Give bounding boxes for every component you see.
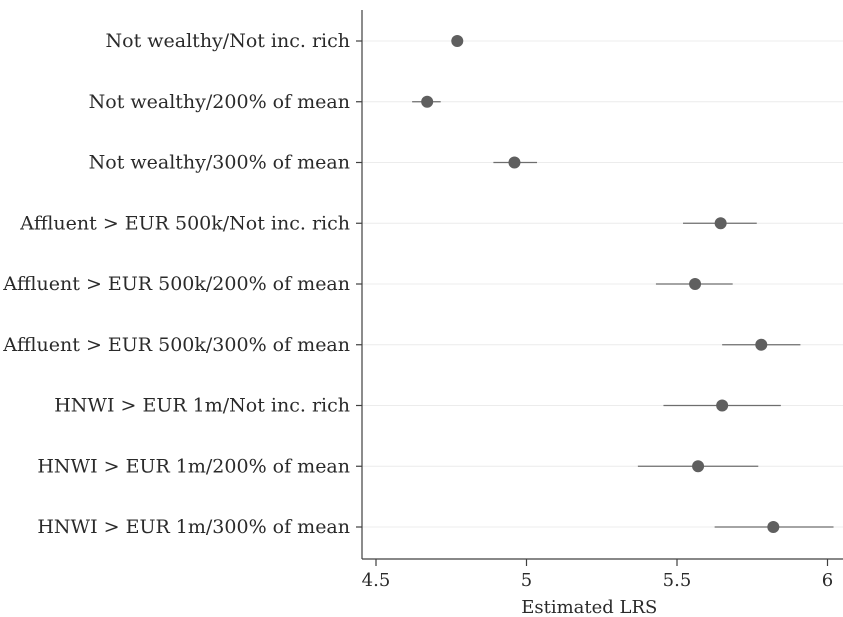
estimate-point	[715, 217, 727, 229]
category-label: HNWI > EUR 1m/300% of mean	[37, 516, 350, 538]
x-tick-label: 6	[822, 570, 833, 591]
x-tick-label: 5.5	[663, 570, 692, 591]
category-labels: Not wealthy/Not inc. rich Not wealthy/200…	[2, 30, 362, 538]
estimate-point	[716, 400, 728, 412]
x-axis-title: Estimated LRS	[521, 597, 657, 617]
estimate-point	[767, 521, 779, 533]
x-tick-label: 5	[521, 570, 532, 591]
estimate-point	[451, 35, 463, 47]
category-label: Not wealthy/200% of mean	[89, 91, 350, 113]
category-label: Not wealthy/Not inc. rich	[106, 30, 350, 52]
grid-lines	[362, 41, 843, 527]
x-tick-label: 4.5	[362, 570, 391, 591]
estimate-point	[689, 278, 701, 290]
category-label: Affluent > EUR 500k/Not inc. rich	[19, 212, 350, 234]
category-label: HNWI > EUR 1m/200% of mean	[37, 455, 350, 477]
x-axis-ticks: 4.5 5 5.5 6	[362, 559, 834, 591]
category-label: HNWI > EUR 1m/Not inc. rich	[54, 395, 350, 417]
category-label: Affluent > EUR 500k/300% of mean	[2, 334, 350, 356]
estimate-point	[692, 460, 704, 472]
category-label: Not wealthy/300% of mean	[89, 152, 350, 174]
estimate-point	[755, 339, 767, 351]
estimate-point	[508, 157, 520, 169]
category-label: Affluent > EUR 500k/200% of mean	[2, 273, 350, 295]
estimate-point	[421, 96, 433, 108]
